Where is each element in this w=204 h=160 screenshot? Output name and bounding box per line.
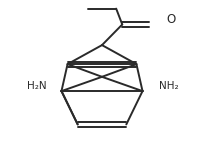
Text: NH₂: NH₂ xyxy=(159,81,179,91)
Text: O: O xyxy=(166,13,175,26)
Text: H₂N: H₂N xyxy=(27,81,47,91)
